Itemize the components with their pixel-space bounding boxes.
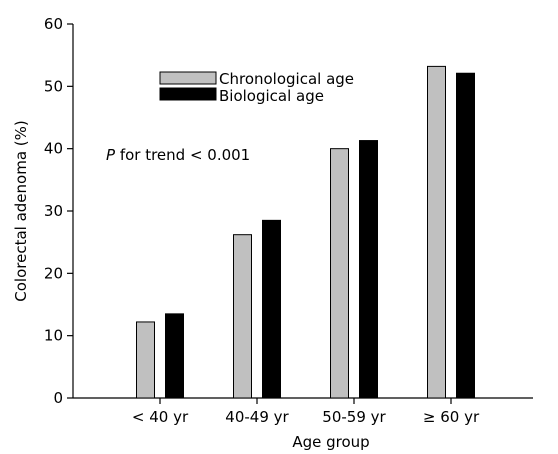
trend-annotation-p: P (106, 146, 116, 164)
plot-area: 0 10 20 30 40 50 60 < 40 yr 40-49 yr 50-59 yr ≥ 6… (44, 15, 533, 426)
legend-item-chronological: Chronological age (159, 70, 354, 88)
bar-chronological-0 (136, 321, 155, 399)
bar-series (136, 65, 475, 399)
legend-item-biological: Biological age (159, 87, 324, 105)
legend: Chronological age Biological age (159, 70, 354, 105)
y-tick-label: 20 (44, 264, 63, 282)
x-axis-ticks: < 40 yr 40-49 yr 50-59 yr ≥ 60 yr (132, 398, 480, 426)
bar-biological-2 (359, 140, 378, 399)
x-tick-label: < 40 yr (132, 408, 189, 426)
trend-annotation-text: for trend < 0.001 (115, 146, 250, 164)
y-tick-label: 40 (44, 140, 63, 158)
bar-biological-3 (456, 72, 475, 399)
x-tick-label: 40-49 yr (225, 408, 289, 426)
y-tick-label: 50 (44, 77, 63, 95)
x-axis-title: Age group (292, 433, 369, 451)
bar-chronological-3 (427, 65, 446, 399)
legend-label-chronological: Chronological age (219, 70, 354, 88)
trend-annotation: P for trend < 0.001 (106, 146, 250, 164)
legend-swatch-chronological (159, 71, 217, 85)
y-tick-label: 0 (53, 389, 63, 407)
y-tick-label: 60 (44, 15, 63, 33)
legend-swatch-biological (159, 87, 217, 101)
bar-biological-0 (165, 313, 184, 399)
x-tick-label: 50-59 yr (322, 408, 386, 426)
bar-chronological-1 (233, 234, 252, 399)
legend-label-biological: Biological age (219, 87, 324, 105)
y-tick-label: 30 (44, 202, 63, 220)
y-tick-label: 10 (44, 327, 63, 345)
bar-chronological-2 (330, 148, 349, 399)
y-axis-ticks: 0 10 20 30 40 50 60 (44, 15, 73, 407)
x-tick-label: ≥ 60 yr (423, 408, 480, 426)
y-axis-title: Colorectal adenoma (%) (12, 120, 30, 301)
bar-biological-1 (262, 219, 281, 399)
